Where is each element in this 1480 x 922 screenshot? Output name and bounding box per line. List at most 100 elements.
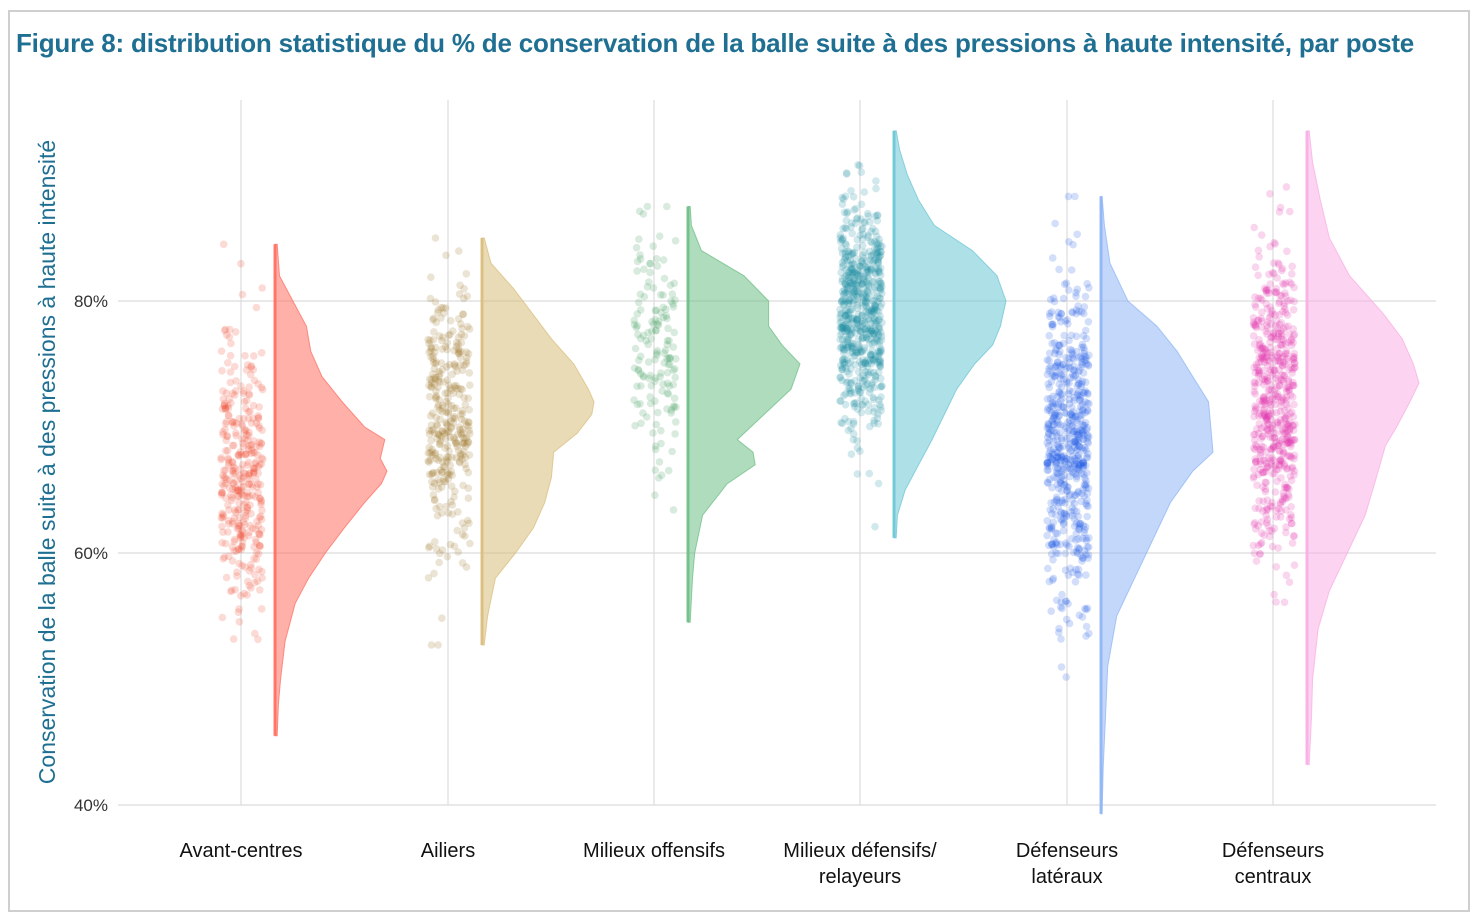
data-point — [1048, 416, 1056, 424]
data-point — [244, 458, 253, 467]
data-point — [234, 506, 242, 514]
data-point — [451, 414, 459, 423]
data-point — [1266, 190, 1274, 198]
data-point — [636, 251, 644, 259]
data-point — [436, 466, 445, 474]
data-point — [441, 477, 450, 486]
data-point — [670, 402, 678, 410]
data-point — [1079, 459, 1088, 467]
data-point — [671, 373, 679, 382]
data-point — [1055, 412, 1063, 421]
data-point — [1262, 448, 1270, 456]
data-point — [860, 248, 869, 256]
data-point — [866, 307, 874, 316]
data-point — [1260, 405, 1268, 413]
data-point — [1272, 506, 1280, 515]
data-point — [877, 336, 886, 344]
data-point — [1068, 568, 1077, 577]
data-point — [1079, 446, 1088, 455]
data-point — [1056, 450, 1065, 459]
data-point — [1050, 473, 1058, 482]
data-point — [454, 384, 462, 393]
data-point — [1251, 368, 1260, 377]
data-point — [1080, 480, 1089, 489]
data-point — [252, 555, 261, 563]
data-point — [1275, 357, 1283, 365]
data-point — [847, 325, 856, 334]
data-point — [242, 511, 250, 520]
data-point — [1085, 534, 1093, 542]
data-point — [425, 339, 433, 348]
data-point — [1276, 419, 1285, 427]
data-point — [1047, 362, 1055, 371]
data-point — [634, 298, 643, 307]
data-point — [462, 421, 471, 429]
data-point — [855, 266, 863, 275]
data-point — [842, 241, 851, 249]
data-point — [841, 306, 850, 315]
data-point — [241, 435, 249, 443]
data-point — [639, 409, 647, 417]
data-point — [666, 354, 675, 362]
data-point — [1069, 408, 1077, 416]
data-point — [850, 288, 858, 296]
data-point — [860, 319, 869, 327]
data-point — [858, 311, 867, 319]
data-point — [1072, 474, 1081, 483]
data-point — [239, 473, 247, 481]
data-point — [223, 432, 231, 440]
data-point — [869, 368, 878, 377]
data-point — [841, 192, 850, 201]
data-point — [1084, 551, 1093, 559]
data-point — [847, 250, 856, 259]
data-point — [243, 503, 251, 512]
data-point — [444, 331, 453, 340]
data-point — [854, 321, 862, 330]
data-point — [640, 265, 648, 274]
data-point — [1259, 342, 1267, 351]
data-point — [457, 320, 465, 328]
data-point — [435, 395, 444, 404]
data-point — [1284, 375, 1293, 384]
data-point — [876, 383, 885, 391]
data-point — [838, 263, 847, 271]
data-point — [438, 365, 447, 374]
data-point — [1280, 449, 1288, 457]
data-point — [458, 324, 466, 333]
data-point — [1078, 489, 1086, 498]
data-point — [1279, 279, 1287, 288]
data-point — [1260, 410, 1269, 419]
data-point — [1084, 362, 1093, 370]
data-point — [1056, 348, 1064, 356]
data-point — [1261, 467, 1270, 476]
data-point — [1265, 313, 1274, 322]
data-point — [220, 399, 229, 408]
data-point — [853, 243, 861, 252]
data-point — [1060, 452, 1068, 460]
data-point — [426, 336, 434, 345]
data-point — [462, 464, 470, 473]
x-tick-label: Avant-centres — [179, 840, 302, 862]
data-point — [238, 435, 246, 443]
data-point — [867, 266, 875, 275]
data-point — [865, 268, 873, 276]
data-point — [877, 393, 885, 401]
data-point — [1055, 380, 1063, 389]
data-point — [1065, 379, 1073, 387]
data-point — [435, 502, 444, 511]
data-point — [651, 491, 659, 500]
data-point — [427, 376, 436, 384]
density-area — [481, 237, 595, 646]
data-point — [1053, 432, 1061, 440]
data-point — [869, 355, 877, 364]
data-point — [238, 538, 247, 547]
data-point — [1083, 399, 1092, 407]
data-point — [1255, 369, 1263, 378]
data-point — [838, 288, 847, 296]
data-point — [1059, 371, 1067, 379]
data-point — [1277, 398, 1286, 407]
data-point — [1056, 478, 1065, 487]
data-point — [1060, 280, 1069, 289]
data-point — [443, 345, 451, 354]
data-point — [232, 419, 241, 428]
